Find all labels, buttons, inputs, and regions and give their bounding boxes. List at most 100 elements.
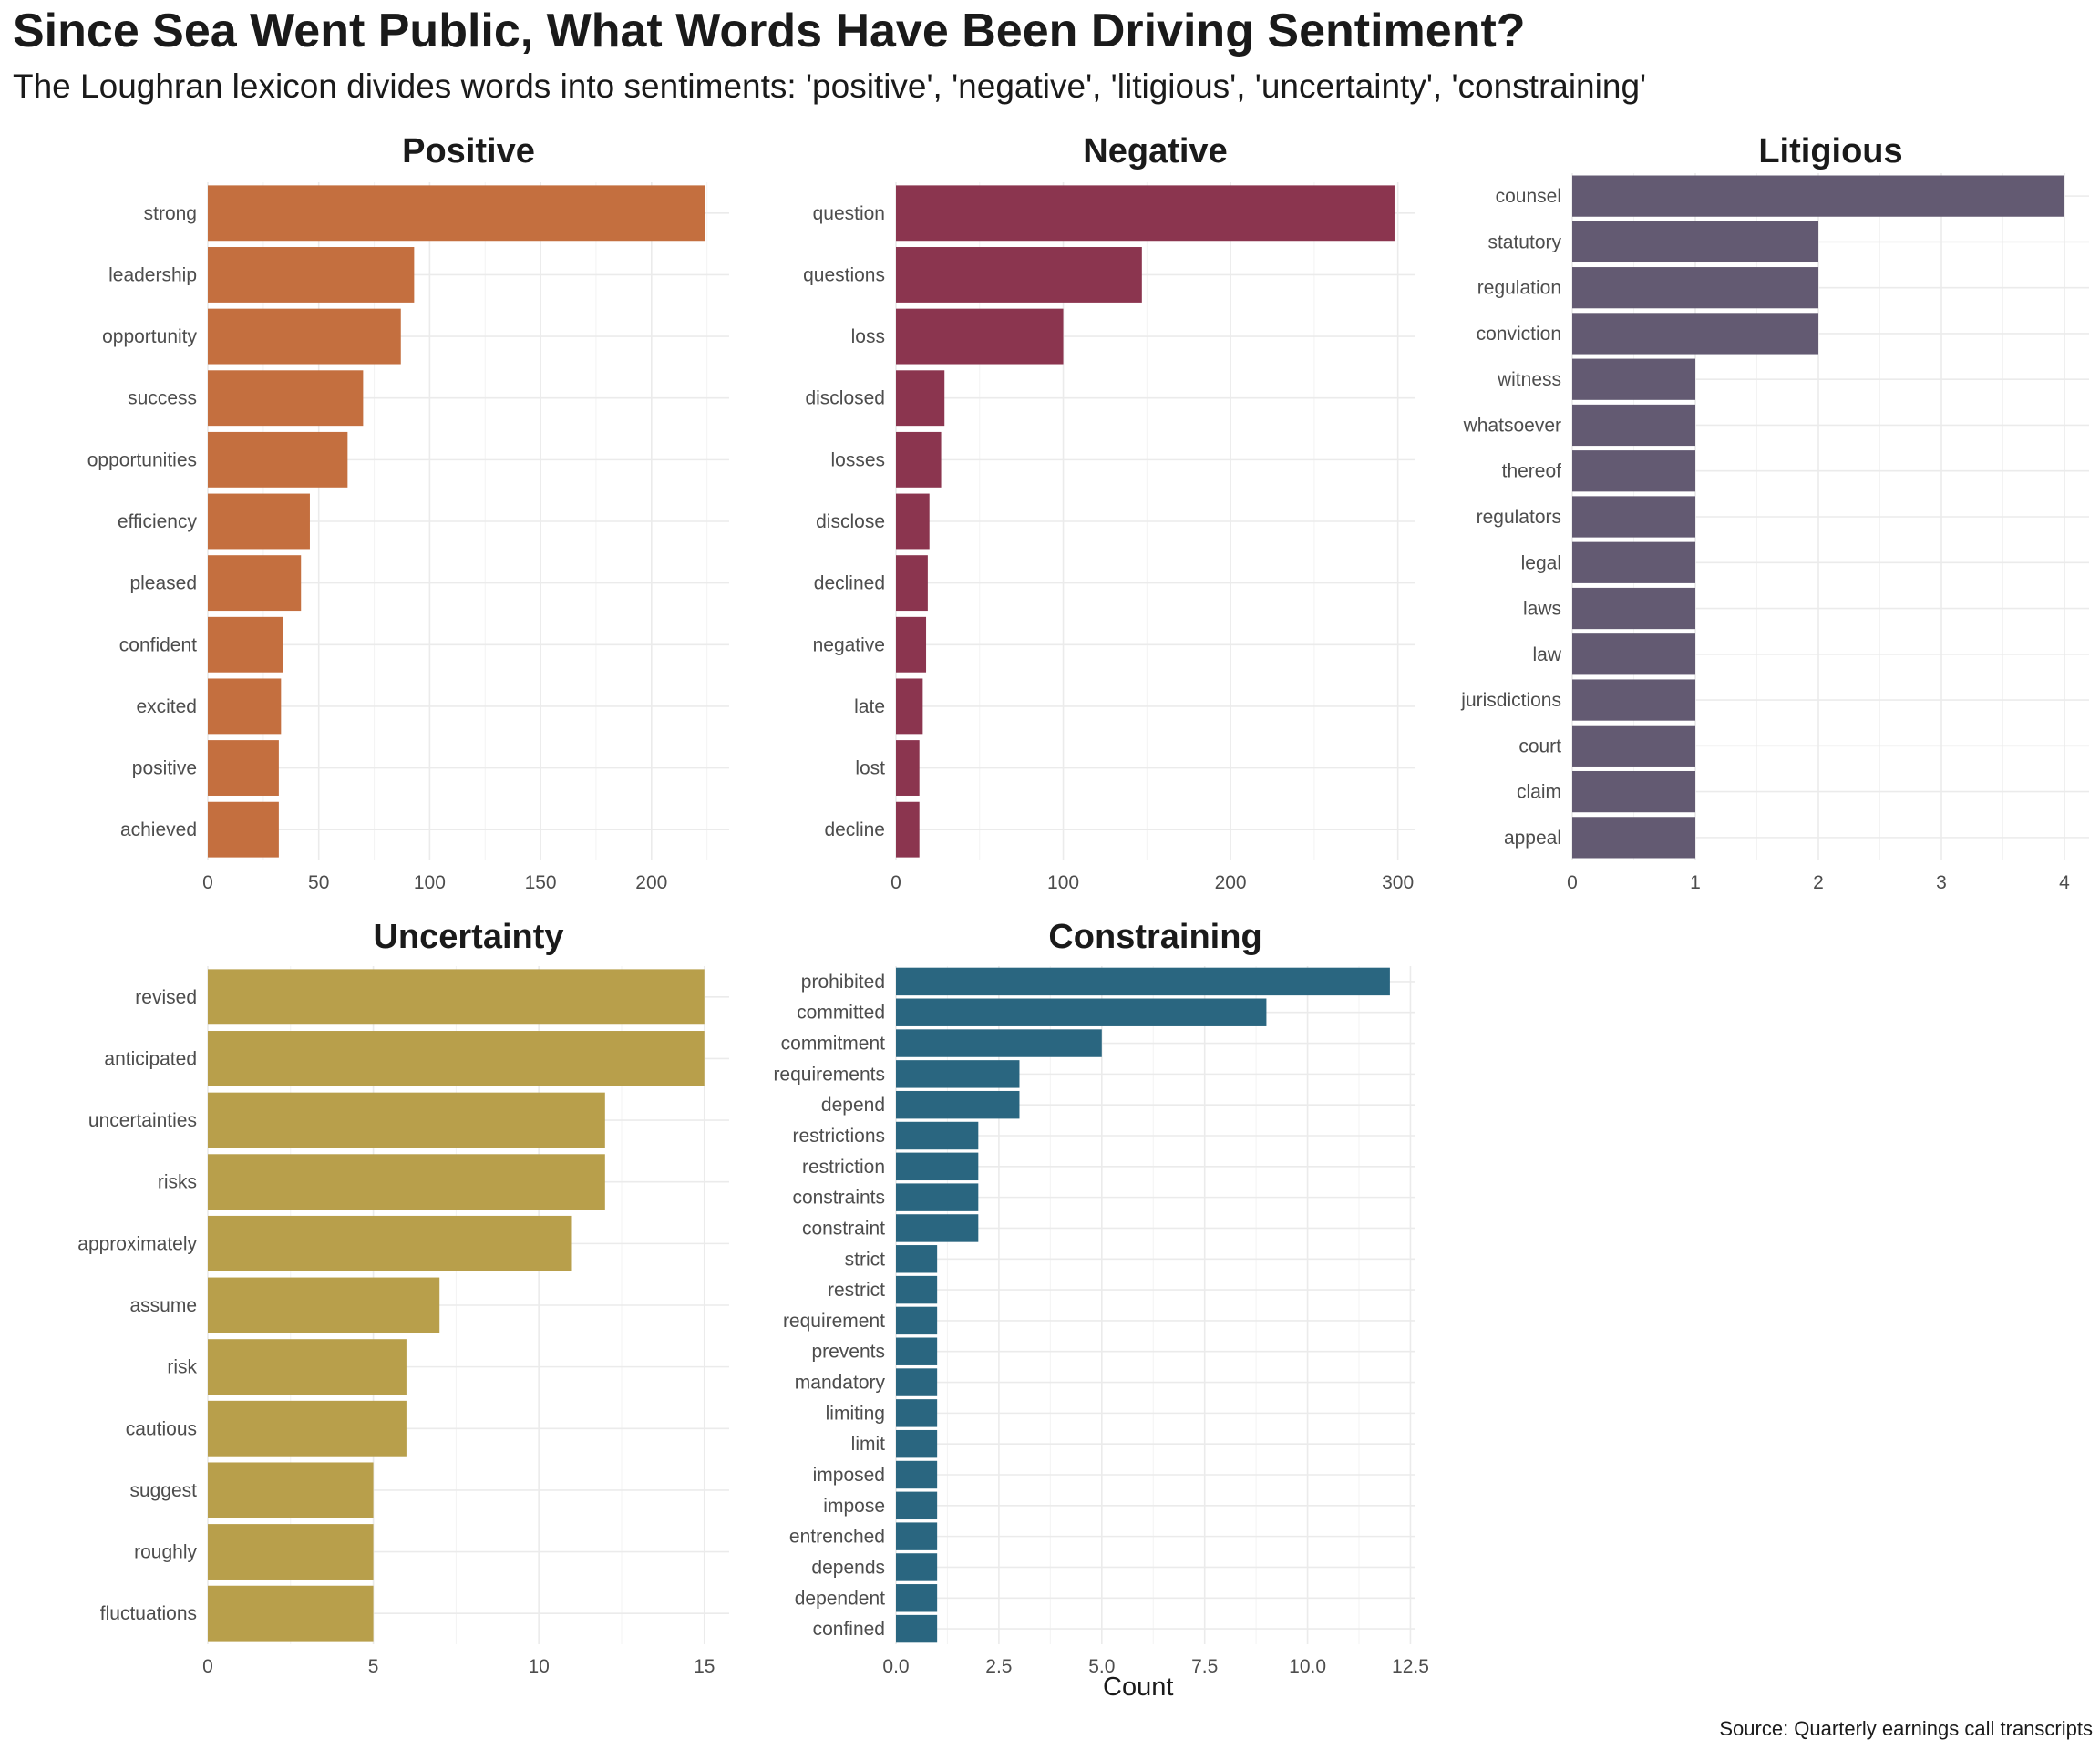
x-tick-label: 300 [1382, 872, 1414, 893]
category-label-limiting: limiting [826, 1403, 885, 1424]
bar-court [1572, 725, 1695, 767]
bar-disclosed [896, 370, 945, 427]
bar-leadership [208, 247, 415, 303]
category-label-losses: losses [830, 449, 885, 470]
bar-legal [1572, 541, 1695, 583]
panel-constraining: Constraining prohibited committed commitmen… [773, 918, 1428, 1677]
bar-opportunities [208, 431, 348, 488]
category-label-restrictions: restrictions [792, 1126, 885, 1147]
bar-uncertainties [208, 1092, 605, 1148]
category-label-thereof: thereof [1502, 461, 1562, 482]
x-tick-label: 200 [1215, 872, 1247, 893]
bar-disclose [896, 493, 930, 550]
bar-dependent [896, 1584, 938, 1612]
bar-excited [208, 678, 282, 735]
bar-question [896, 185, 1395, 242]
category-label-questions: questions [803, 264, 885, 285]
bar-loss [896, 308, 1064, 365]
category-label-disclosed: disclosed [805, 388, 885, 409]
category-label-excited: excited [136, 696, 197, 717]
category-label-anticipated: anticipated [104, 1048, 197, 1069]
bar-whatsoever [1572, 404, 1695, 447]
x-tick-label: 5 [368, 1656, 379, 1677]
bar-imposed [896, 1460, 938, 1489]
facet-title-positive: Positive [402, 132, 535, 170]
bar-revised [208, 969, 705, 1025]
bar-appeal [1572, 817, 1695, 859]
category-label-law: law [1532, 644, 1561, 665]
x-tick-label: 10.0 [1289, 1656, 1326, 1677]
x-tick-label: 0 [202, 872, 213, 893]
category-label-opportunity: opportunity [102, 326, 197, 347]
bar-commitment [896, 1029, 1102, 1057]
category-label-whatsoever: whatsoever [1463, 415, 1561, 436]
category-label-approximately: approximately [77, 1233, 197, 1254]
bar-committed [896, 998, 1267, 1026]
bar-opportunity [208, 308, 401, 365]
x-tick-label: 12.5 [1392, 1656, 1429, 1677]
category-label-prevents: prevents [811, 1342, 885, 1363]
category-label-positive: positive [132, 758, 197, 779]
x-tick-label: 100 [414, 872, 446, 893]
category-label-question: question [813, 203, 885, 224]
category-label-depends: depends [811, 1557, 885, 1578]
category-label-restriction: restriction [802, 1157, 885, 1178]
bar-claim [1572, 770, 1695, 813]
x-tick-label: 200 [635, 872, 667, 893]
category-label-limit: limit [851, 1434, 885, 1455]
bar-confident [208, 616, 283, 673]
panel-negative: Negative question questions loss disclosed lo… [803, 132, 1415, 893]
category-label-leadership: leadership [108, 264, 197, 285]
category-label-declined: declined [814, 573, 885, 594]
category-label-depend: depend [821, 1095, 885, 1116]
category-label-court: court [1518, 736, 1561, 757]
category-label-jurisdictions: jurisdictions [1460, 690, 1561, 711]
panel-uncertainty: Uncertainty revised anticipated uncertainti… [77, 918, 729, 1677]
category-label-entrenched: entrenched [789, 1527, 885, 1548]
category-label-legal: legal [1521, 552, 1561, 573]
category-label-assume: assume [129, 1295, 197, 1316]
x-tick-label: 15 [694, 1656, 715, 1677]
bar-late [896, 678, 923, 735]
bar-requirement [896, 1306, 938, 1335]
bar-depend [896, 1090, 1020, 1119]
x-tick-label: 7.5 [1191, 1656, 1218, 1677]
facet-title-uncertainty: Uncertainty [373, 918, 563, 956]
bar-assume [208, 1277, 440, 1333]
x-tick-label: 50 [308, 872, 329, 893]
x-tick-label: 3 [1936, 872, 1947, 893]
category-label-suggest: suggest [129, 1480, 197, 1501]
bar-positive [208, 740, 279, 796]
bar-counsel [1572, 175, 2064, 217]
category-label-impose: impose [823, 1496, 885, 1517]
bar-negative [896, 616, 927, 673]
bar-risks [208, 1154, 605, 1210]
bar-conviction [1572, 313, 1818, 355]
category-label-success: success [128, 388, 197, 409]
category-label-laws: laws [1523, 599, 1561, 620]
category-label-commitment: commitment [781, 1034, 886, 1055]
category-label-committed: committed [797, 1003, 885, 1024]
panel-litigious: Litigious counsel statutory regulation convi… [1460, 132, 2089, 893]
bar-restrict [896, 1275, 938, 1304]
bar-regulation [1572, 267, 1818, 309]
category-label-mandatory: mandatory [795, 1373, 886, 1394]
bar-success [208, 370, 364, 427]
category-label-negative: negative [813, 634, 885, 655]
x-tick-label: 0.0 [882, 1656, 909, 1677]
bar-approximately [208, 1215, 572, 1271]
bar-strong [208, 185, 705, 242]
category-label-regulators: regulators [1477, 507, 1561, 528]
category-label-achieved: achieved [120, 819, 197, 840]
bar-restrictions [896, 1121, 979, 1150]
x-tick-label: 2.5 [985, 1656, 1012, 1677]
x-tick-label: 10 [528, 1656, 549, 1677]
page-title: Since Sea Went Public, What Words Have B… [13, 5, 1526, 57]
bar-entrenched [896, 1522, 938, 1550]
category-label-witness: witness [1497, 369, 1561, 390]
category-label-lost: lost [855, 758, 885, 779]
bar-jurisdictions [1572, 679, 1695, 721]
category-label-fluctuations: fluctuations [100, 1603, 197, 1624]
bar-statutory [1572, 221, 1818, 263]
category-label-confined: confined [813, 1619, 885, 1640]
